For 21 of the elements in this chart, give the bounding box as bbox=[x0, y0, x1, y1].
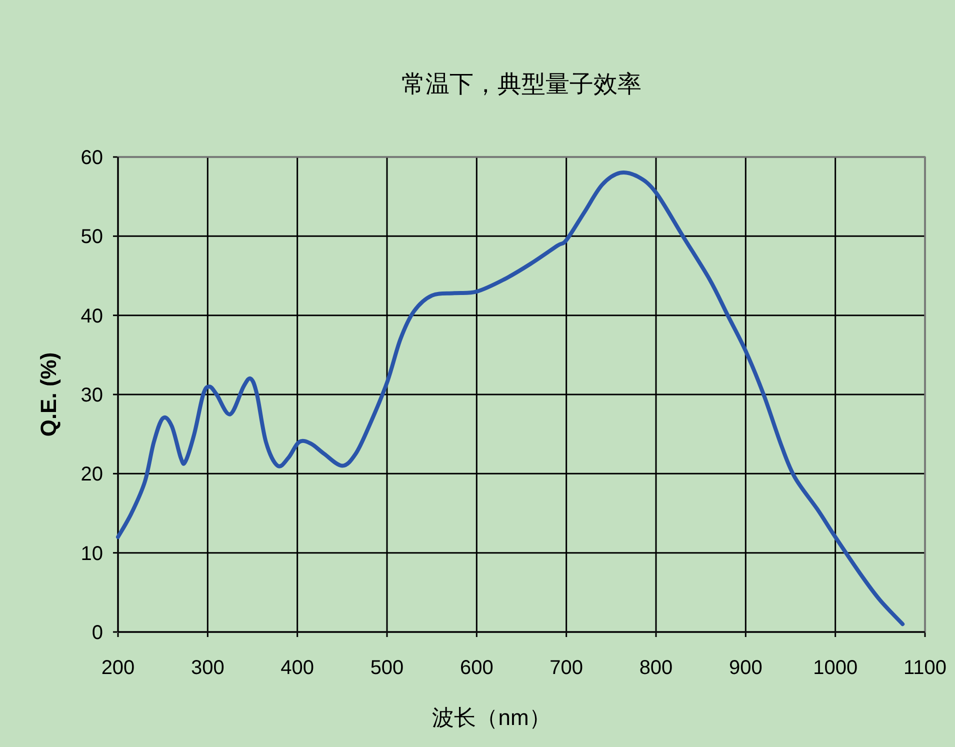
x-tick-label: 900 bbox=[728, 657, 762, 679]
x-tick-label: 1000 bbox=[813, 657, 858, 679]
y-tick-label: 10 bbox=[80, 542, 103, 565]
x-tick-label: 800 bbox=[639, 657, 673, 679]
y-tick-label: 0 bbox=[92, 622, 103, 644]
y-tick-label: 30 bbox=[80, 384, 103, 406]
y-tick-label: 50 bbox=[80, 226, 103, 248]
chart-title: 常温下，典型量子效率 bbox=[402, 71, 642, 98]
x-tick-label: 200 bbox=[101, 657, 135, 679]
x-axis-title: 波长（nm） bbox=[432, 705, 551, 730]
x-tick-label: 400 bbox=[280, 657, 314, 679]
y-tick-label: 40 bbox=[80, 305, 103, 328]
y-tick-label: 60 bbox=[80, 147, 103, 169]
x-tick-label: 600 bbox=[460, 657, 494, 679]
x-tick-label: 1100 bbox=[903, 657, 947, 679]
y-axis-title: Q.E. (%) bbox=[36, 352, 61, 437]
line-series bbox=[116, 170, 905, 626]
y-tick-label: 20 bbox=[80, 464, 103, 486]
x-tick-label: 300 bbox=[190, 657, 224, 679]
x-tick-label: 500 bbox=[370, 657, 404, 679]
x-tick-label: 700 bbox=[550, 657, 584, 679]
